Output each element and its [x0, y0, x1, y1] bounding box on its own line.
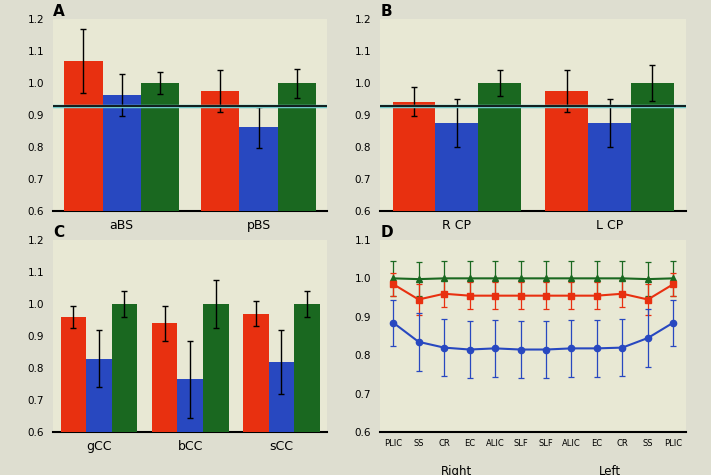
Text: Left: Left [599, 465, 621, 475]
Bar [435, 123, 479, 404]
Text: C: C [53, 225, 65, 240]
Bar [243, 314, 269, 475]
Bar [60, 317, 86, 475]
Bar [64, 61, 102, 404]
Bar [102, 95, 141, 404]
Bar [294, 304, 320, 475]
Bar [269, 362, 294, 475]
Text: D: D [380, 225, 393, 240]
Bar [203, 304, 228, 475]
Bar [240, 127, 278, 404]
Bar [178, 380, 203, 475]
Bar [86, 359, 112, 475]
Bar [152, 323, 178, 475]
Bar [392, 102, 435, 404]
Bar [141, 83, 179, 404]
Text: Right: Right [442, 465, 472, 475]
Bar [545, 91, 588, 404]
Bar [631, 83, 674, 404]
Bar [278, 83, 316, 404]
Bar [588, 123, 631, 404]
Text: A: A [53, 4, 65, 19]
Bar [201, 91, 240, 404]
Bar [112, 304, 137, 475]
Bar [479, 83, 521, 404]
Text: B: B [380, 4, 392, 19]
